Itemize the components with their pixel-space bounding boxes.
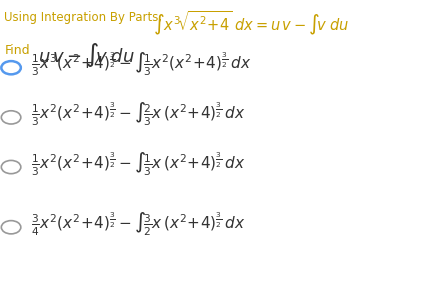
Text: $u\,v - \int\!v\;du$: $u\,v - \int\!v\;du$	[38, 41, 135, 69]
Text: Using Integration By Parts,: Using Integration By Parts,	[4, 11, 163, 23]
Text: Find: Find	[4, 44, 30, 57]
Text: $\frac{1}{3}x^2(x^2\!+\!4)^{\frac{3}{2}} - \int\!\frac{1}{3}x\,(x^2\!+\!4)^{\fra: $\frac{1}{3}x^2(x^2\!+\!4)^{\frac{3}{2}}…	[31, 150, 246, 178]
Text: $\frac{1}{3}x^2(x^2\!+\!4)^{\frac{3}{2}} - \int\!\frac{2}{3}x\,(x^2\!+\!4)^{\fra: $\frac{1}{3}x^2(x^2\!+\!4)^{\frac{3}{2}}…	[31, 101, 246, 128]
Text: $\int x^3\!\sqrt{x^2\!+\!4}\;dx = u\,v - \int\!v\;du$: $\int x^3\!\sqrt{x^2\!+\!4}\;dx = u\,v -…	[153, 9, 349, 37]
Text: $\frac{1}{3}x^3(x^2\!+\!4)^{\frac{3}{2}} - \int\!\frac{1}{3}x^2(x^2\!+\!4)^{\fra: $\frac{1}{3}x^3(x^2\!+\!4)^{\frac{3}{2}}…	[31, 51, 251, 79]
Text: $\frac{3}{4}x^2(x^2\!+\!4)^{\frac{3}{2}} - \int\!\frac{3}{2}x\,(x^2\!+\!4)^{\fra: $\frac{3}{4}x^2(x^2\!+\!4)^{\frac{3}{2}}…	[31, 211, 246, 238]
